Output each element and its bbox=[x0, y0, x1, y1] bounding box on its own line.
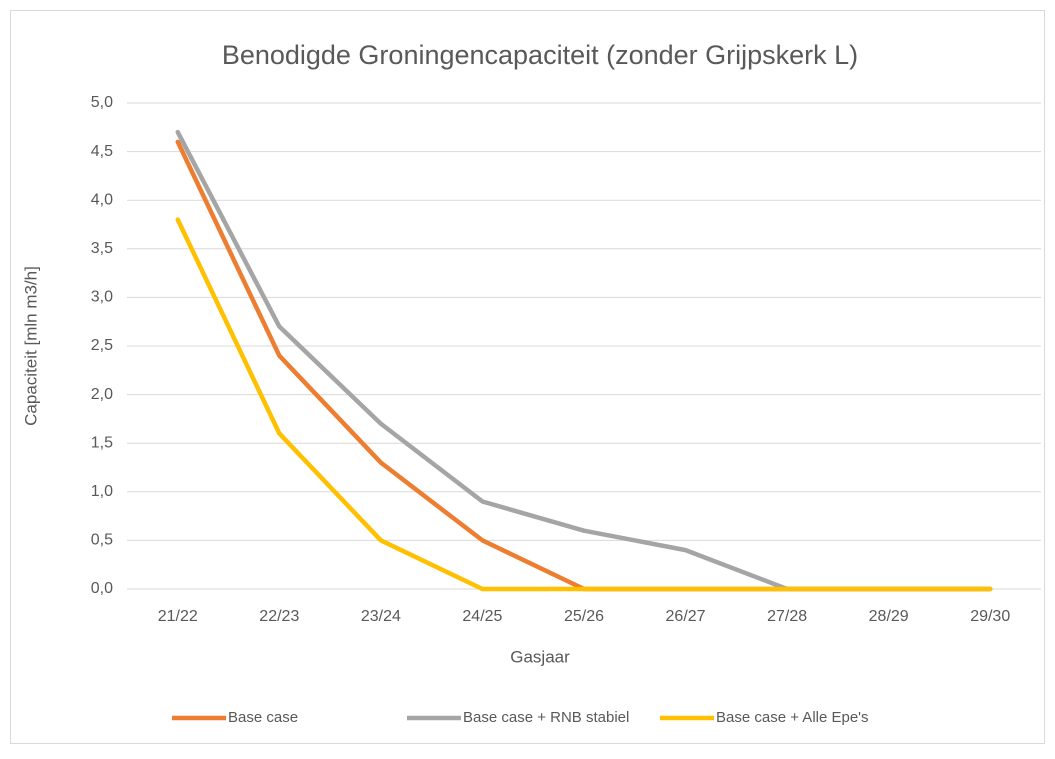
y-tick-label: 2,5 bbox=[91, 337, 113, 354]
chart-frame bbox=[10, 10, 1045, 744]
legend-label: Base case bbox=[228, 709, 298, 726]
x-tick-label: 24/25 bbox=[462, 608, 502, 625]
y-tick-label: 1,0 bbox=[91, 483, 113, 500]
x-tick-label: 23/24 bbox=[361, 608, 401, 625]
x-tick-label: 29/30 bbox=[970, 608, 1010, 625]
series-line bbox=[175, 217, 993, 592]
y-tick-label: 4,5 bbox=[91, 143, 113, 160]
x-tick-label: 28/29 bbox=[869, 608, 909, 625]
x-tick-label: 21/22 bbox=[158, 608, 198, 625]
y-tick-label: 4,0 bbox=[91, 191, 113, 208]
legend-label: Base case + Alle Epe's bbox=[716, 709, 869, 726]
x-axis-label: Gasjaar bbox=[510, 647, 570, 666]
x-tick-label: 25/26 bbox=[564, 608, 604, 625]
x-tick-label: 27/28 bbox=[767, 608, 807, 625]
y-tick-label: 3,0 bbox=[91, 289, 113, 306]
y-tick-label: 1,5 bbox=[91, 434, 113, 451]
legend-label: Base case + RNB stabiel bbox=[463, 709, 629, 726]
y-tick-label: 2,0 bbox=[91, 386, 113, 403]
chart-title: Benodigde Groningencapaciteit (zonder Gr… bbox=[222, 40, 858, 70]
y-axis-label: Capaciteit [mln m3/h] bbox=[21, 266, 40, 426]
y-tick-label: 3,5 bbox=[91, 240, 113, 257]
x-tick-label: 26/27 bbox=[666, 608, 706, 625]
y-tick-label: 0,0 bbox=[91, 580, 113, 597]
y-tick-label: 5,0 bbox=[91, 94, 113, 111]
y-tick-label: 0,5 bbox=[91, 532, 113, 549]
x-tick-label: 22/23 bbox=[259, 608, 299, 625]
